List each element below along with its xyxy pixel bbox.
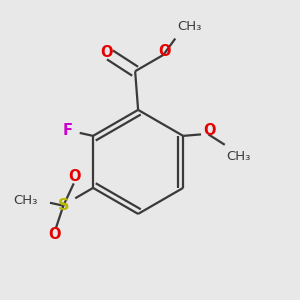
Text: CH₃: CH₃ [14, 194, 38, 207]
Text: O: O [158, 44, 170, 59]
Text: S: S [58, 198, 69, 213]
Text: O: O [100, 45, 112, 60]
Text: O: O [69, 169, 81, 184]
Text: O: O [49, 227, 61, 242]
Text: CH₃: CH₃ [226, 150, 251, 163]
Text: CH₃: CH₃ [177, 20, 201, 33]
Text: F: F [62, 123, 72, 138]
Text: O: O [203, 123, 216, 138]
